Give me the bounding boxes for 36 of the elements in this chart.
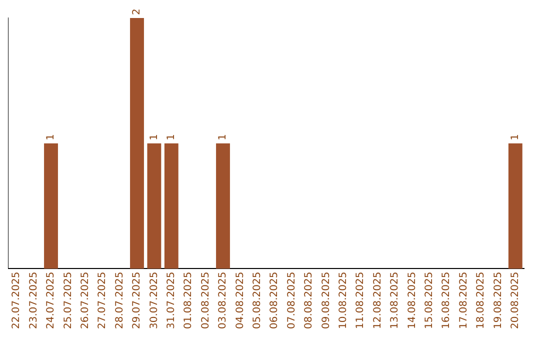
data-label: 1 xyxy=(46,134,57,140)
x-tick-label: 25.07.2025 xyxy=(62,272,74,330)
x-tick-label: 24.07.2025 xyxy=(46,272,57,330)
x-tick-label: 29.07.2025 xyxy=(132,272,143,330)
x-tick-label: 22.07.2025 xyxy=(11,272,22,330)
x-tick-label: 08.08.2025 xyxy=(304,272,315,330)
x-tick-label: 26.07.2025 xyxy=(80,272,91,330)
x-tick-label: 31.07.2025 xyxy=(166,272,177,330)
x-tick-label: 18.08.2025 xyxy=(476,272,487,330)
x-tick-label: 12.08.2025 xyxy=(372,272,384,330)
x-tick-label: 27.07.2025 xyxy=(97,272,108,330)
x-tick-label: 13.08.2025 xyxy=(390,272,401,330)
x-tick-label: 02.08.2025 xyxy=(200,272,212,330)
x-tick-label: 07.08.2025 xyxy=(286,272,298,330)
data-label: 2 xyxy=(132,8,143,15)
x-tick-label: 19.08.2025 xyxy=(492,272,504,330)
x-tick-label: 17.08.2025 xyxy=(458,272,470,330)
x-tick-label: 04.08.2025 xyxy=(234,272,246,330)
x-tick-label: 16.08.2025 xyxy=(441,272,452,330)
data-label: 1 xyxy=(166,134,177,140)
x-tick-label: 14.08.2025 xyxy=(406,272,418,330)
x-tick-label: 10.08.2025 xyxy=(338,272,349,330)
x-tick-label: 11.08.2025 xyxy=(355,272,366,330)
x-tick-label: 01.08.2025 xyxy=(183,272,194,330)
x-tick-label: 23.07.2025 xyxy=(28,272,40,330)
x-tick-label: 09.08.2025 xyxy=(320,272,332,330)
data-label: 1 xyxy=(510,134,521,140)
x-tick-label: 15.08.2025 xyxy=(424,272,435,330)
data-label: 1 xyxy=(218,134,229,140)
x-tick-label: 03.08.2025 xyxy=(218,272,229,330)
x-tick-label: 06.08.2025 xyxy=(269,272,280,330)
x-tick-label: 20.08.2025 xyxy=(510,272,521,330)
x-tick-label: 28.07.2025 xyxy=(114,272,126,330)
x-tick-label: 30.07.2025 xyxy=(148,272,160,330)
data-label: 1 xyxy=(148,134,160,140)
x-tick-label: 05.08.2025 xyxy=(252,272,263,330)
